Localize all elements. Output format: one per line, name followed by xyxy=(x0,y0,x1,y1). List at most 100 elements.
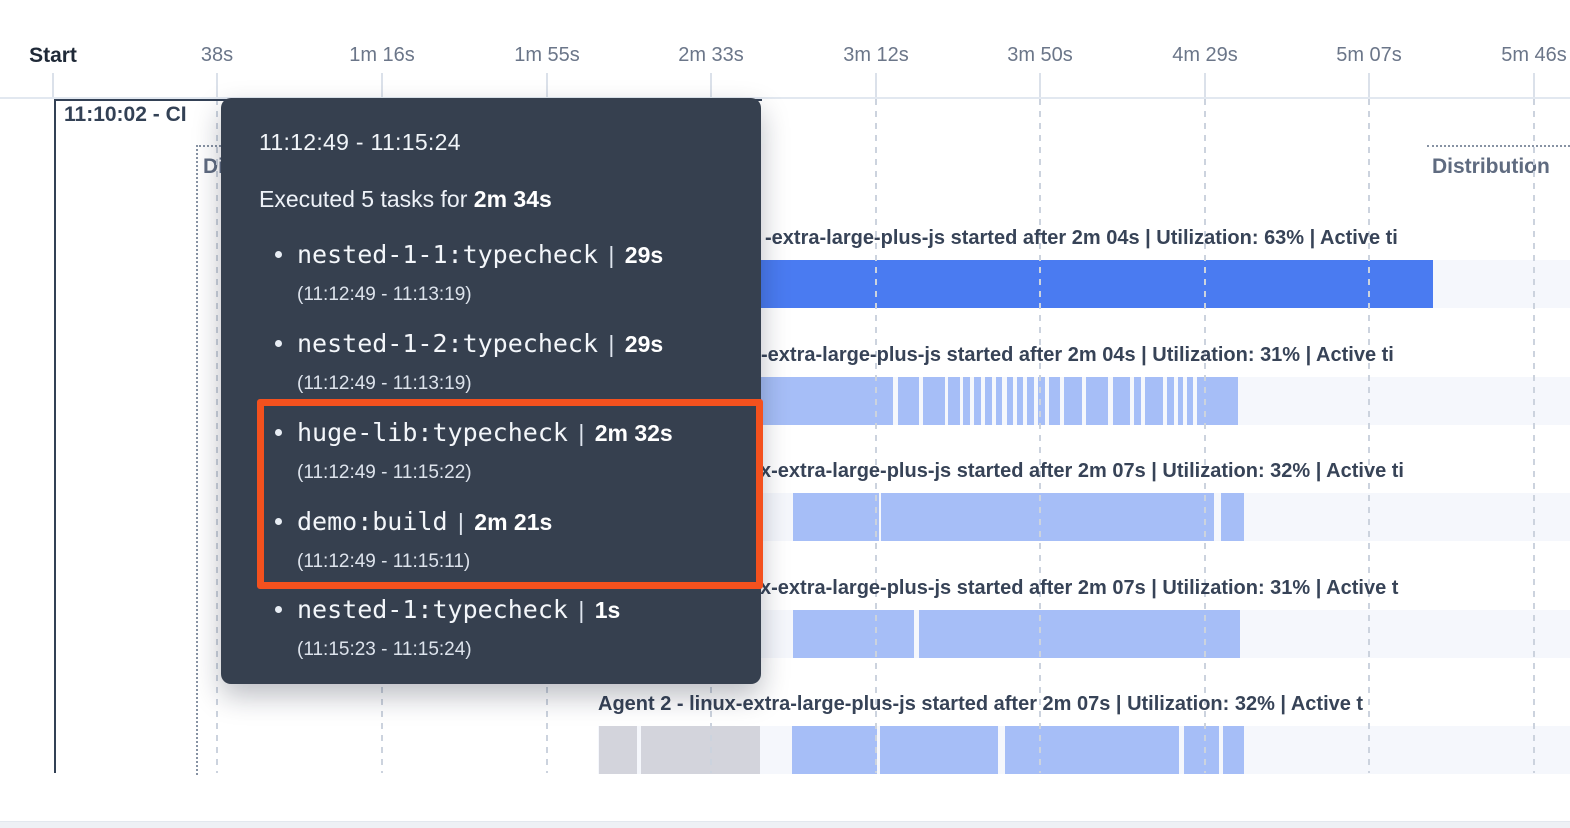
axis-tick-mark xyxy=(216,73,218,97)
task-bar-segment[interactable] xyxy=(1049,377,1060,425)
bullet-icon xyxy=(275,518,282,525)
task-duration: 1s xyxy=(594,597,621,623)
task-bar-segment[interactable] xyxy=(880,726,998,774)
task-bar-segment[interactable] xyxy=(793,493,879,541)
axis-tick-mark xyxy=(52,73,54,97)
cipe-start-label: 11:10:02 - CI xyxy=(64,103,187,126)
tooltip-summary: Executed 5 tasks for 2m 34s xyxy=(259,186,552,213)
tooltip-task-item: nested-1-1:typecheck | 29s (11:12:49 - 11… xyxy=(275,241,745,306)
axis-tick-label: 3m 12s xyxy=(843,44,909,66)
tooltip-task-name-line: demo:build | 2m 21s xyxy=(275,508,745,540)
task-bar-segment[interactable] xyxy=(1145,377,1163,425)
task-bar-segment[interactable] xyxy=(996,377,1002,425)
axis-tick-label: 5m 46s xyxy=(1501,44,1567,66)
task-bar-segment[interactable] xyxy=(1167,377,1174,425)
task-time-range: (11:12:49 - 11:15:22) xyxy=(297,462,472,483)
axis-tick-mark xyxy=(381,73,383,97)
separator: | xyxy=(602,331,621,357)
task-bar-segment[interactable] xyxy=(881,493,1214,541)
vertical-gridline xyxy=(1039,99,1041,773)
timeline-header-divider xyxy=(0,97,1570,99)
task-duration: 2m 21s xyxy=(474,509,553,535)
task-name: huge-lib:typecheck xyxy=(297,418,568,447)
vertical-gridline xyxy=(216,99,218,773)
task-bar-segment[interactable] xyxy=(1178,377,1183,425)
tooltip-task-item: demo:build | 2m 21s (11:12:49 - 11:15:11) xyxy=(275,508,745,573)
task-execution-tooltip: 11:12:49 - 11:15:24 Executed 5 tasks for… xyxy=(221,98,763,684)
task-bar-segment[interactable] xyxy=(793,610,914,658)
tooltip-task-name-line: huge-lib:typecheck | 2m 32s xyxy=(275,419,745,451)
axis-tick-mark xyxy=(1039,73,1041,97)
task-distribution-group-right: Distribution xyxy=(1427,145,1570,775)
bullet-icon xyxy=(275,606,282,613)
separator: | xyxy=(602,242,621,268)
axis-tick-label: 1m 55s xyxy=(514,44,580,66)
axis-tick-label: 3m 50s xyxy=(1007,44,1073,66)
task-time-range: (11:15:23 - 11:15:24) xyxy=(297,639,472,660)
vertical-gridline xyxy=(1204,99,1206,773)
tooltip-task-item: nested-1:typecheck | 1s (11:15:23 - 11:15… xyxy=(275,596,745,661)
task-bar-segment[interactable] xyxy=(985,377,992,425)
task-name: nested-1-2:typecheck xyxy=(297,329,599,358)
axis-tick-label: 38s xyxy=(200,44,234,66)
task-bar-segment[interactable] xyxy=(1221,493,1244,541)
task-duration: 29s xyxy=(624,331,664,357)
tooltip-task-item: nested-1-2:typecheck | 29s (11:12:49 - 11… xyxy=(275,330,745,395)
task-bar-segment[interactable] xyxy=(919,610,1240,658)
agent-row-label: x-extra-large-plus-js started after 2m 0… xyxy=(760,460,1404,482)
task-name: demo:build xyxy=(297,507,448,536)
task-time-range: (11:12:49 - 11:13:19) xyxy=(297,284,472,305)
task-bar-segment[interactable] xyxy=(1187,377,1193,425)
agent-row-label: x-extra-large-plus-js started after 2m 0… xyxy=(760,577,1399,599)
task-bar-segment[interactable] xyxy=(1064,377,1082,425)
task-duration: 2m 32s xyxy=(594,420,673,446)
agent-row-label: -extra-large-plus-js started after 2m 04… xyxy=(761,344,1394,366)
task-bar-segment[interactable] xyxy=(1017,377,1023,425)
axis-tick-label: Start xyxy=(29,44,77,67)
bullet-icon xyxy=(275,251,282,258)
agent-row-label: -extra-large-plus-js started after 2m 04… xyxy=(765,227,1398,249)
task-name: nested-1:typecheck xyxy=(297,595,568,624)
vertical-gridline xyxy=(1368,99,1370,773)
task-bar-segment[interactable] xyxy=(1184,726,1219,774)
task-bar-segment[interactable] xyxy=(1086,377,1108,425)
task-bar-segment[interactable] xyxy=(1113,377,1130,425)
task-distribution-group-right-label: Distribution xyxy=(1432,155,1550,178)
separator: | xyxy=(571,420,591,446)
axis-tick-label: 1m 16s xyxy=(349,44,415,66)
task-bar-segment[interactable] xyxy=(1007,377,1013,425)
tooltip-summary-duration: 2m 34s xyxy=(473,186,552,212)
task-bar-segment[interactable] xyxy=(898,377,919,425)
page-footer-band xyxy=(0,821,1570,828)
task-bar-segment[interactable] xyxy=(974,377,981,425)
cipe-start-marker-line xyxy=(54,99,56,773)
tooltip-task-name-line: nested-1-1:typecheck | 29s xyxy=(275,241,745,273)
task-bar-segment[interactable] xyxy=(1005,726,1179,774)
axis-tick-mark xyxy=(546,73,548,97)
task-bar-segment[interactable] xyxy=(1134,377,1141,425)
separator: | xyxy=(451,509,471,535)
axis-tick-mark xyxy=(1533,73,1535,97)
axis-tick-label: 5m 07s xyxy=(1336,44,1402,66)
tooltip-summary-prefix: Executed 5 tasks for xyxy=(259,186,474,212)
task-bar-segment[interactable] xyxy=(792,726,877,774)
axis-tick-mark xyxy=(875,73,877,97)
task-bar-segment[interactable] xyxy=(948,377,960,425)
task-bar-segment[interactable] xyxy=(963,377,970,425)
tooltip-task-item: huge-lib:typecheck | 2m 32s (11:12:49 - 1… xyxy=(275,419,745,484)
tooltip-task-name-line: nested-1-2:typecheck | 29s xyxy=(275,330,745,362)
task-bar-segment[interactable] xyxy=(1027,377,1034,425)
task-bar-segment[interactable] xyxy=(1038,377,1045,425)
highlighted-tasks-box xyxy=(257,399,763,589)
task-bar-segment[interactable] xyxy=(1197,377,1238,425)
task-time-range: (11:12:49 - 11:15:11) xyxy=(297,551,471,572)
task-bar-segment[interactable] xyxy=(599,726,637,774)
bullet-icon xyxy=(275,429,282,436)
task-duration: 29s xyxy=(624,242,664,268)
axis-tick-mark xyxy=(710,73,712,97)
task-bar-segment[interactable] xyxy=(1223,726,1244,774)
axis-tick-mark xyxy=(1368,73,1370,97)
task-bar-segment[interactable] xyxy=(641,726,760,774)
task-bar-segment[interactable] xyxy=(923,377,945,425)
